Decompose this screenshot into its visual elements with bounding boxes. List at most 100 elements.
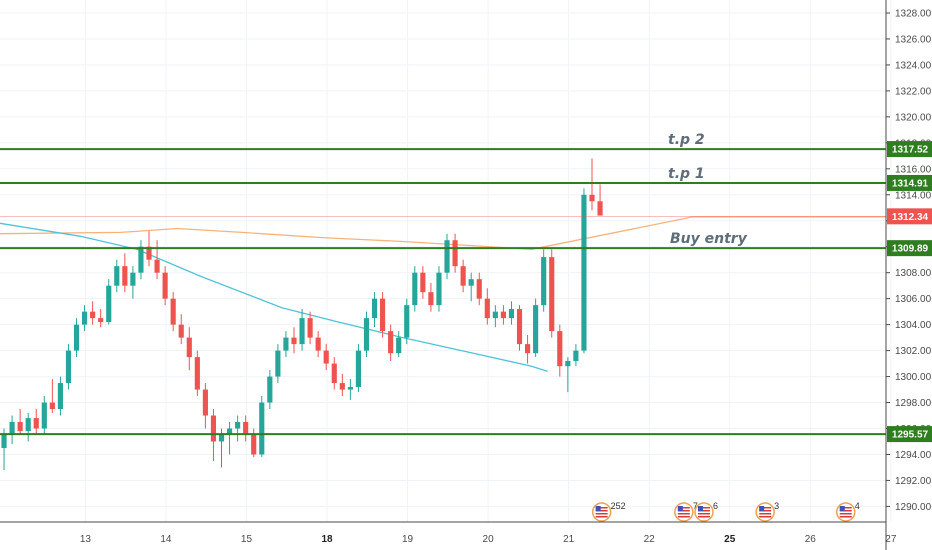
level-label: t.p 1 <box>668 166 705 182</box>
candle-body <box>226 428 233 435</box>
candle-body <box>162 272 168 299</box>
candle-body <box>138 246 144 273</box>
y-tick-label: 1328.00 <box>895 8 932 19</box>
level-price-tag <box>887 141 932 158</box>
flag-canton <box>595 506 601 511</box>
candle-body <box>549 257 555 332</box>
candle-body <box>9 422 15 435</box>
flag-stripe <box>595 507 608 509</box>
candle-body <box>1 435 7 448</box>
event-count: 6 <box>713 501 718 511</box>
candle-body <box>154 259 160 273</box>
x-tick-label: 19 <box>402 534 414 545</box>
level-price-tag <box>887 174 932 191</box>
moving-average-line <box>0 216 886 250</box>
candle-body <box>388 331 394 354</box>
candle-body <box>484 298 490 319</box>
x-tick-label: 26 <box>805 534 817 545</box>
candle-body <box>412 272 418 306</box>
time-axis[interactable]: 13 14 15 18 19 20 21 22 25 26 27 <box>0 521 897 545</box>
flag-stripe <box>595 513 608 515</box>
x-tick-label: 14 <box>160 534 172 545</box>
y-tick-label: 1324.00 <box>895 60 932 71</box>
candle-body <box>73 324 80 351</box>
candle-body <box>380 298 386 332</box>
candle-body <box>573 350 579 361</box>
y-tick-label: 1320.00 <box>895 112 932 123</box>
y-tick-label: 1290.00 <box>895 502 932 513</box>
x-tick-label: 18 <box>321 534 333 545</box>
candle-body <box>420 272 426 293</box>
economic-events[interactable]: 252 7 6 3 4 <box>591 501 860 522</box>
candle-body <box>307 318 313 338</box>
candle-body <box>186 337 192 358</box>
candle-body <box>428 292 434 306</box>
price-axis[interactable]: 1290.001292.001294.001296.001298.001300.… <box>885 0 932 550</box>
candle-body <box>331 363 337 384</box>
y-tick-label: 1292.00 <box>895 476 932 487</box>
candle-body <box>98 318 104 323</box>
y-tick-label: 1326.00 <box>895 34 932 45</box>
candle-body <box>323 350 329 364</box>
candle-body <box>436 272 442 306</box>
flag-canton <box>697 506 703 511</box>
event-marker[interactable]: 3 <box>755 501 779 522</box>
candle-body <box>452 240 458 267</box>
x-tick-label: 21 <box>563 534 575 545</box>
candle-body <box>41 402 47 429</box>
horizontal-levels[interactable]: t.p 2 t.p 1 Buy entry <box>0 132 886 436</box>
flag-canton <box>839 506 845 511</box>
candle-body <box>516 309 523 345</box>
candle-body <box>130 272 136 286</box>
candle-body <box>57 383 63 410</box>
event-count: 3 <box>774 501 779 511</box>
candle-body <box>347 386 353 390</box>
us-flag-icon <box>694 502 714 522</box>
candle-body <box>267 376 273 403</box>
candlestick-series <box>1 158 603 471</box>
candle-body <box>565 360 571 367</box>
candle-body <box>557 331 563 367</box>
candle-body <box>259 402 265 455</box>
y-tick-label: 1316.00 <box>895 164 932 175</box>
level-price-tag-text: 1314.91 <box>892 178 929 189</box>
y-tick-label: 1304.00 <box>895 320 932 331</box>
candle-body <box>235 422 241 429</box>
candle-body <box>315 337 321 351</box>
event-marker[interactable]: 6 <box>694 501 718 522</box>
event-marker[interactable]: 7 <box>674 501 698 522</box>
us-flag-icon <box>591 502 612 522</box>
flag-stripe <box>697 507 710 509</box>
candle-body <box>355 350 362 387</box>
candle-body <box>597 201 603 216</box>
x-tick-label: 27 <box>885 534 897 545</box>
flag-stripe <box>759 510 772 512</box>
candle-body <box>363 318 370 351</box>
x-tick-label: 13 <box>80 534 92 545</box>
candle-body <box>404 305 410 338</box>
flag-stripe <box>677 507 690 509</box>
candle-body <box>524 344 531 354</box>
level-price-tag-text: 1309.89 <box>892 244 929 255</box>
candle-body <box>444 240 450 273</box>
event-marker[interactable]: 252 <box>591 501 626 522</box>
level-price-tag <box>887 426 932 443</box>
flag-stripe <box>839 510 852 512</box>
event-count: 4 <box>855 501 860 511</box>
x-tick-label: 22 <box>644 534 656 545</box>
candle-body <box>339 383 345 390</box>
candle-body <box>299 318 305 345</box>
event-count: 252 <box>611 501 626 511</box>
candle-body <box>146 246 152 260</box>
flag-stripe <box>677 513 690 515</box>
candle-body <box>194 357 200 390</box>
flag-stripe <box>595 516 608 518</box>
candle-body <box>460 266 466 286</box>
event-marker[interactable]: 4 <box>835 501 860 522</box>
us-flag-icon <box>835 502 856 522</box>
price-tags: 1317.52 1314.91 1309.89 1295.57 1312.34 <box>887 141 932 443</box>
flag-stripe <box>595 510 608 512</box>
flag-stripe <box>677 510 690 512</box>
candle-body <box>210 415 217 442</box>
